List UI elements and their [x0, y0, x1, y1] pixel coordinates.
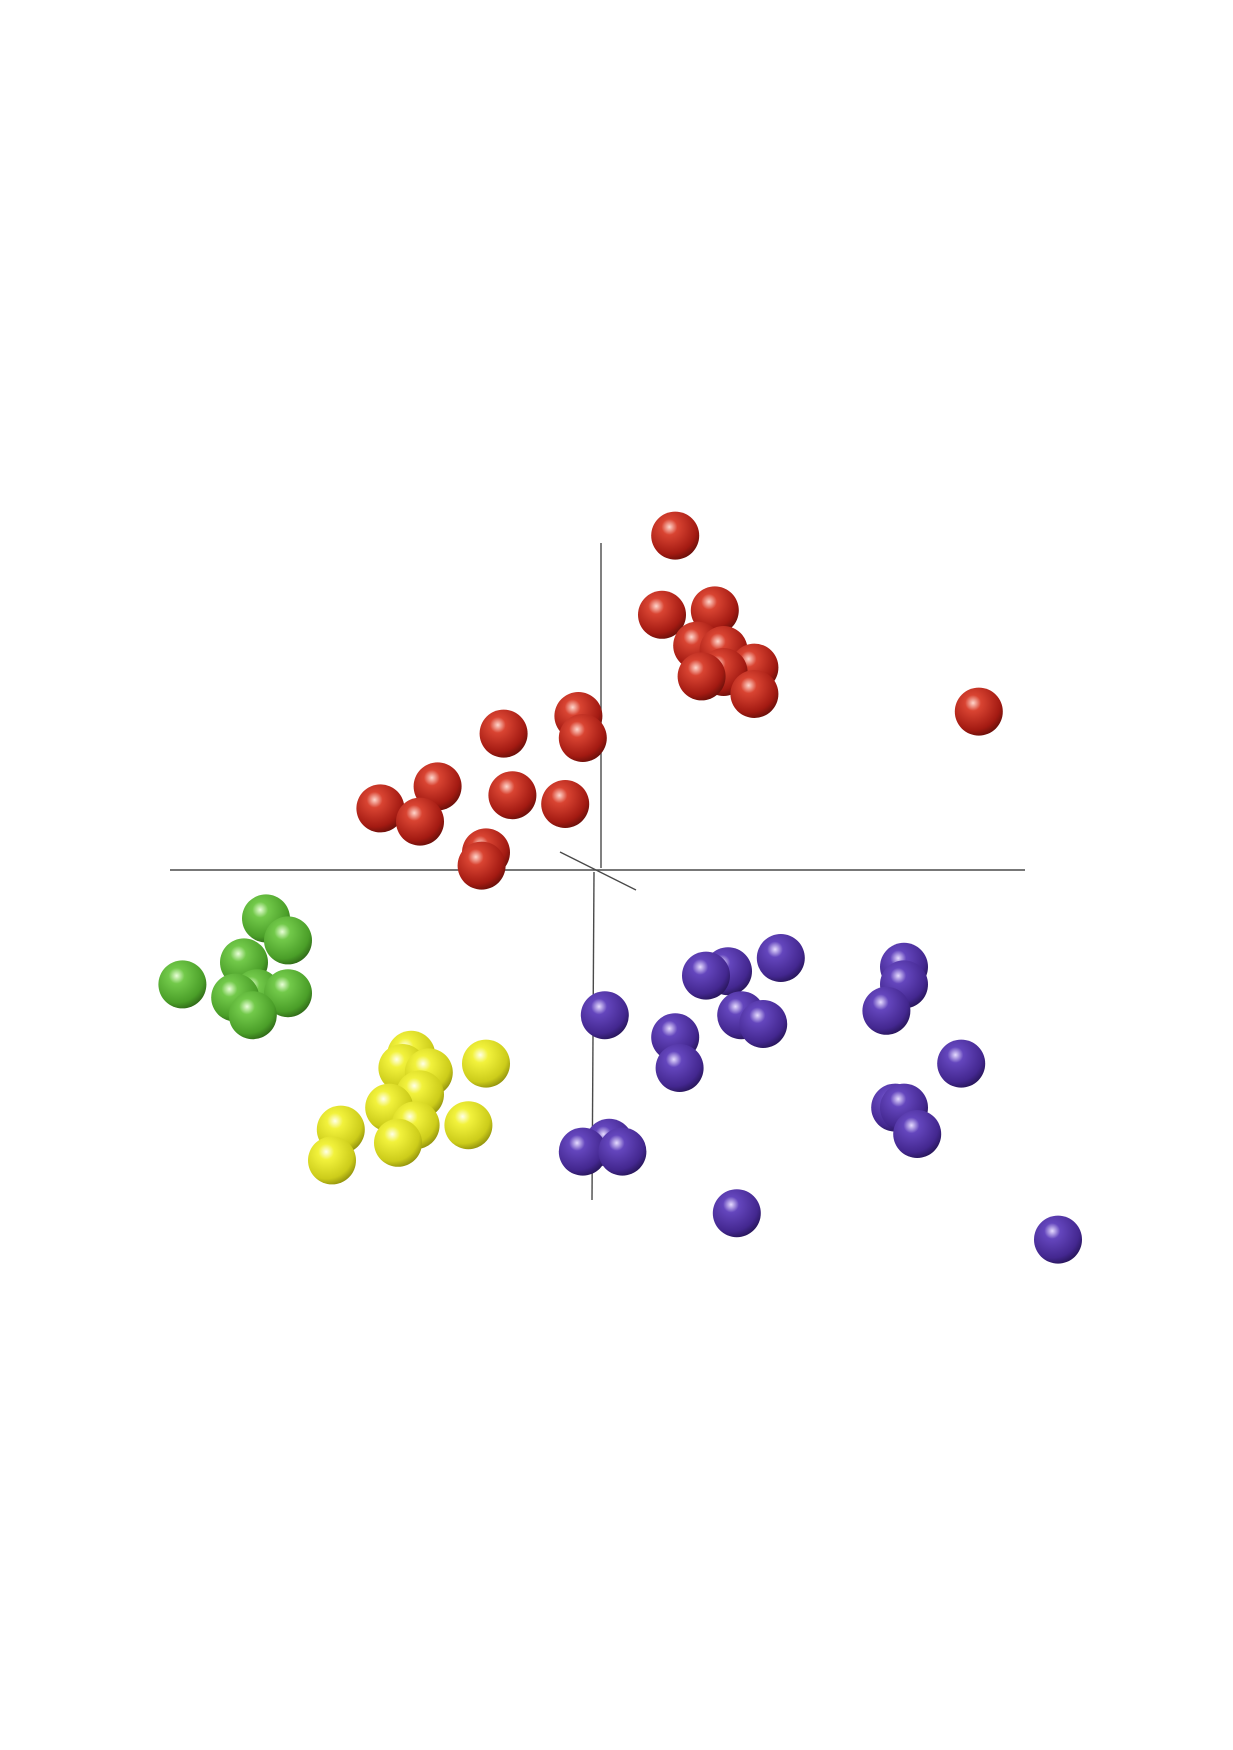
point-red-14	[356, 784, 405, 833]
point-purple-5	[580, 991, 629, 1040]
point-purple-15	[558, 1127, 607, 1176]
point-green-3	[158, 960, 207, 1009]
point-red-12	[479, 709, 528, 758]
point-purple-14	[893, 1110, 942, 1158]
point-yellow-3	[462, 1039, 510, 1088]
z-axis-line	[559, 851, 637, 891]
point-green-7	[228, 991, 277, 1040]
points-layer	[158, 511, 1082, 1264]
point-yellow-9	[374, 1118, 422, 1167]
point-purple-17	[598, 1127, 647, 1176]
point-red-9	[954, 687, 1003, 736]
point-red-1	[638, 590, 686, 639]
point-red-0	[651, 511, 700, 560]
point-purple-1	[682, 951, 730, 1000]
point-yellow-8	[444, 1101, 493, 1150]
point-purple-9	[937, 1039, 986, 1088]
point-red-16	[488, 771, 537, 820]
point-purple-8	[862, 986, 911, 1035]
point-red-6	[730, 670, 779, 718]
point-red-19	[457, 841, 506, 890]
point-red-15	[396, 797, 444, 846]
point-green-6	[264, 969, 312, 1018]
point-yellow-10	[308, 1136, 356, 1185]
point-green-1	[264, 916, 312, 965]
point-purple-11	[655, 1044, 704, 1092]
point-red-17	[541, 780, 590, 828]
point-purple-18	[712, 1189, 761, 1238]
point-purple-0	[756, 934, 805, 982]
point-purple-7	[739, 1000, 788, 1048]
point-purple-19	[1034, 1215, 1082, 1264]
point-red-11	[558, 714, 607, 762]
point-red-7	[677, 652, 726, 701]
